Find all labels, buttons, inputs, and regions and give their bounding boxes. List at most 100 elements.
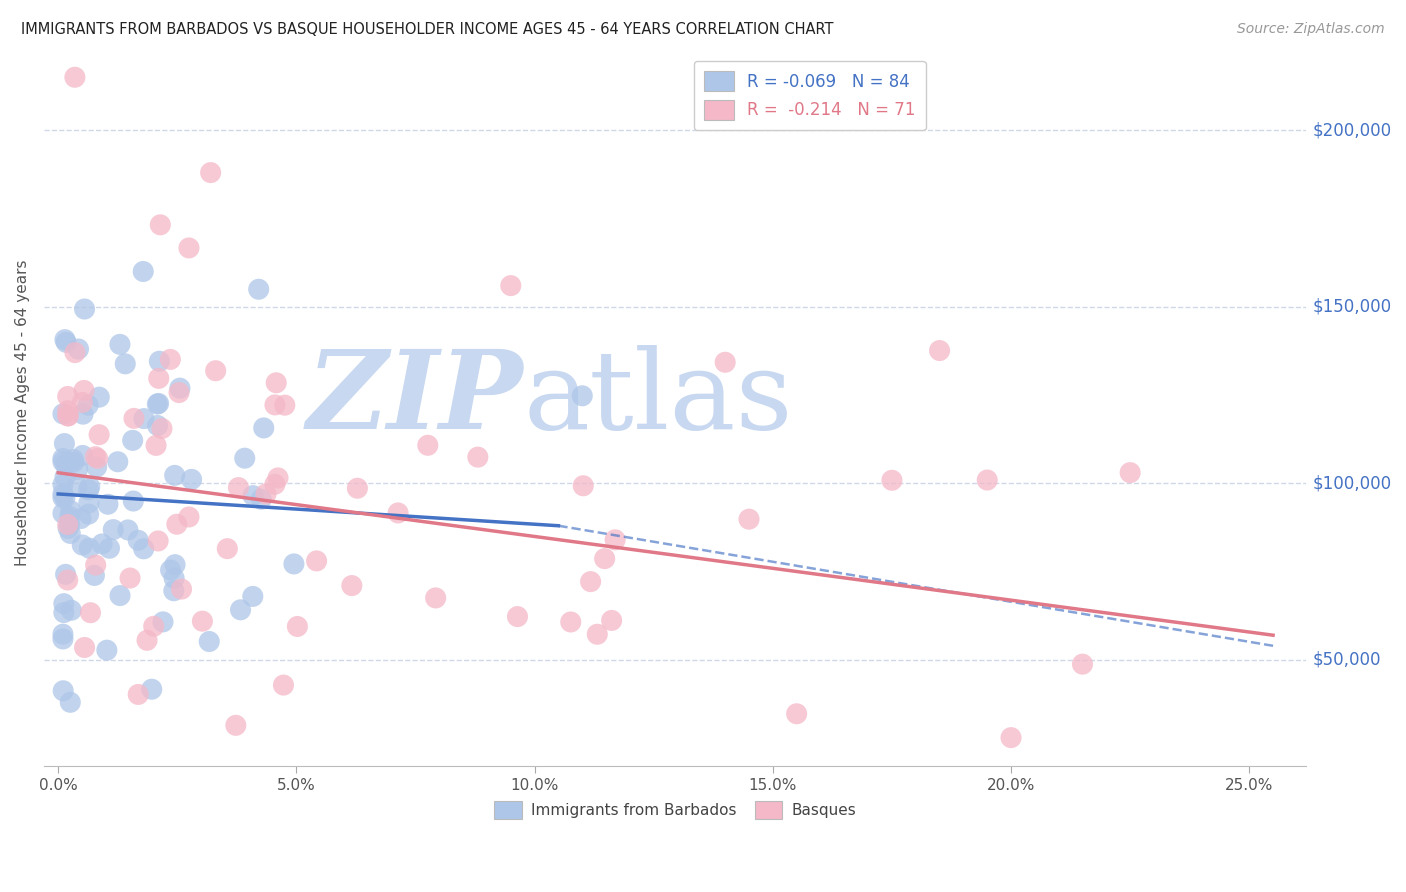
Point (56, 403, 79, 417)
Point (242, 489, 264, 503)
Point (73, 384, 96, 398)
Point (55, 458, 77, 472)
Point (273, 678, 295, 692)
Point (73, 301, 96, 316)
Point (600, 614, 623, 628)
Point (228, 481, 250, 495)
Point (928, 343, 950, 358)
Point (117, 523, 139, 537)
Point (242, 590, 264, 604)
Point (59, 526, 82, 541)
Point (506, 609, 529, 624)
Point (59, 517, 82, 532)
Point (148, 371, 170, 385)
Point (132, 264, 155, 278)
Point (52, 627, 75, 641)
Point (132, 541, 155, 556)
Point (86, 459, 108, 474)
Point (77, 483, 100, 497)
Point (127, 688, 149, 702)
Legend: Immigrants from Barbados, Basques: Immigrants from Barbados, Basques (488, 795, 862, 825)
Point (56, 573, 79, 587)
Point (146, 397, 169, 411)
Point (200, 166, 222, 180)
Point (77, 398, 100, 412)
Point (247, 282, 270, 296)
Point (72, 395, 94, 409)
Point (141, 682, 163, 697)
Point (976, 473, 998, 487)
Point (79, 541, 101, 556)
Point (53, 491, 76, 505)
Point (89, 390, 111, 404)
Point (60, 603, 83, 617)
Point (52, 451, 75, 466)
Point (149, 218, 172, 232)
Point (79, 480, 101, 494)
Point (166, 517, 188, 532)
Text: Source: ZipAtlas.com: Source: ZipAtlas.com (1237, 22, 1385, 37)
Text: $200,000: $200,000 (1313, 121, 1392, 139)
Point (52, 683, 75, 698)
Point (267, 471, 290, 485)
Point (425, 591, 447, 605)
Point (86, 451, 108, 466)
Point (97, 497, 120, 511)
Point (52, 477, 75, 491)
Point (170, 582, 193, 596)
Point (1000, 731, 1022, 745)
Point (1071, 657, 1094, 672)
Point (98, 541, 121, 556)
Point (163, 571, 186, 585)
Point (59, 509, 82, 524)
Point (56, 389, 79, 403)
Point (96, 643, 118, 657)
Point (738, 512, 761, 526)
Point (416, 438, 439, 452)
Point (264, 376, 287, 390)
Point (169, 381, 191, 395)
Point (346, 481, 368, 495)
Point (63, 455, 86, 469)
Point (499, 278, 522, 293)
Point (786, 706, 808, 721)
Point (83, 568, 105, 582)
Point (146, 418, 169, 433)
Point (52, 455, 75, 469)
Point (159, 563, 181, 577)
Point (114, 357, 136, 371)
Point (880, 473, 903, 487)
Point (84, 558, 107, 573)
Point (77, 507, 100, 521)
Text: atlas: atlas (523, 345, 793, 452)
Point (254, 487, 277, 501)
Point (66, 462, 89, 476)
Point (52, 407, 75, 421)
Point (52, 491, 75, 505)
Point (225, 718, 247, 732)
Point (163, 468, 186, 483)
Point (70, 511, 93, 525)
Point (56, 517, 79, 532)
Point (283, 557, 305, 571)
Point (132, 411, 155, 425)
Point (118, 571, 141, 585)
Point (150, 421, 173, 435)
Point (180, 472, 202, 486)
Point (148, 396, 170, 410)
Point (63, 345, 86, 359)
Point (152, 615, 174, 629)
Point (163, 583, 186, 598)
Point (72, 407, 94, 421)
Point (108, 337, 131, 351)
Point (287, 619, 309, 633)
Point (167, 385, 190, 400)
Point (253, 421, 276, 435)
Point (263, 477, 285, 491)
Point (571, 389, 593, 403)
Point (67, 342, 90, 356)
Point (148, 354, 170, 368)
Point (163, 558, 186, 572)
Point (136, 633, 159, 648)
Point (593, 551, 616, 566)
